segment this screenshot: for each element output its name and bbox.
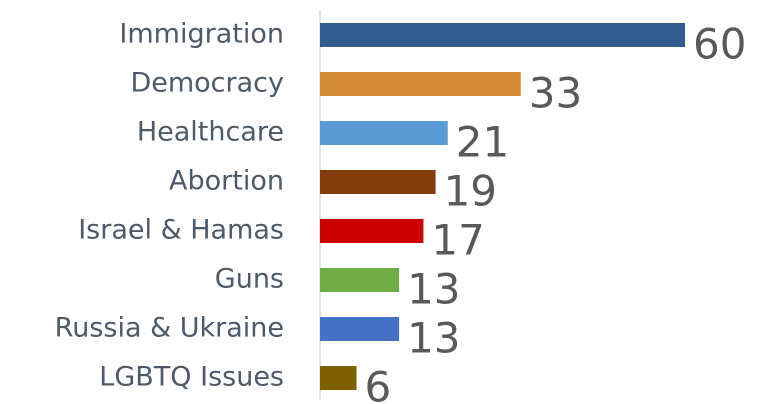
bar xyxy=(320,268,400,292)
category-label: Israel & Hamas xyxy=(78,215,284,246)
value-label: 19 xyxy=(444,167,497,216)
value-label: 13 xyxy=(407,265,460,314)
bar xyxy=(320,317,400,341)
bar xyxy=(320,72,521,96)
bar xyxy=(320,219,424,243)
value-label: 21 xyxy=(456,118,509,167)
value-label: 13 xyxy=(407,314,460,363)
value-label: 6 xyxy=(365,363,392,404)
bar xyxy=(320,170,436,194)
value-label: 17 xyxy=(431,216,484,265)
category-label: LGBTQ Issues xyxy=(99,362,284,393)
category-label: Healthcare xyxy=(137,117,284,148)
value-label: 33 xyxy=(529,69,582,118)
category-label: Russia & Ukraine xyxy=(55,313,284,344)
category-label: Guns xyxy=(215,264,284,295)
category-label: Immigration xyxy=(119,19,284,50)
bar xyxy=(320,121,448,145)
bar xyxy=(320,23,685,47)
value-label: 60 xyxy=(693,20,746,69)
category-label: Democracy xyxy=(130,68,284,99)
category-label: Abortion xyxy=(169,166,284,197)
bar xyxy=(320,366,357,390)
